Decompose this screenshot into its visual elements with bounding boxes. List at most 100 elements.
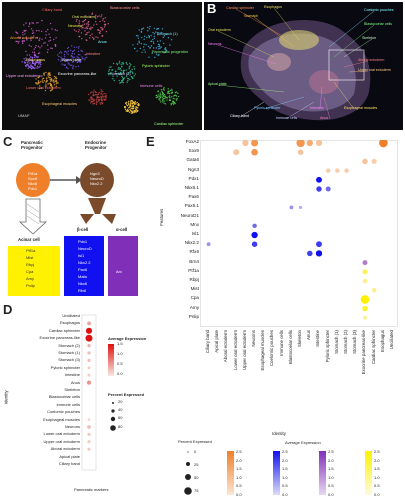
umap-point [87, 25, 89, 27]
umap-point [39, 87, 41, 90]
e-identity-label: Exocrine pancreas-like [361, 330, 367, 375]
umap-point [108, 74, 110, 76]
umap-point [126, 108, 129, 111]
umap-point [131, 71, 134, 73]
umap-cluster-label: Stomach (2) [110, 72, 131, 76]
umap-point [77, 50, 80, 52]
umap-point [160, 46, 162, 48]
umap-point [112, 62, 115, 65]
umap-point [148, 36, 150, 39]
umap-point [54, 43, 56, 46]
e-dot [316, 176, 322, 183]
umap-point [81, 27, 83, 29]
d-identity-label: Immune cells [56, 401, 80, 407]
umap-point [37, 45, 40, 48]
umap-cluster-label: Ciliary band [42, 8, 63, 12]
umap-point [156, 94, 158, 96]
umap-point [142, 27, 145, 29]
embryo-leader-line [253, 16, 295, 48]
umap-point [37, 63, 40, 65]
umap-point [170, 102, 172, 105]
umap-point [147, 30, 149, 32]
umap-point [92, 103, 94, 105]
beta-gene: Nkx6 [78, 281, 88, 286]
umap-point [176, 99, 178, 101]
umap-point [27, 59, 29, 61]
umap-point [40, 63, 42, 66]
umap-point [95, 36, 97, 38]
umap-point [66, 60, 68, 63]
d-dot [87, 351, 91, 355]
umap-point [148, 28, 151, 30]
e-dot [251, 241, 258, 247]
umap-point [173, 95, 175, 97]
umap-point [72, 65, 75, 67]
umap-point [39, 47, 41, 49]
umap-point [148, 35, 151, 38]
umap-point [165, 33, 167, 36]
d-identity-label: Intestine [64, 372, 80, 378]
umap-point [38, 66, 40, 68]
embryo-leader-line [343, 38, 373, 58]
umap-point [164, 51, 167, 53]
umap-point [153, 35, 155, 38]
umap-point [171, 88, 173, 91]
umap-point [156, 40, 159, 42]
umap-point [84, 15, 87, 17]
umap-point [52, 79, 55, 81]
umap-point [131, 68, 133, 71]
acinar-gene: Cpa [26, 269, 34, 274]
umap-point [93, 24, 95, 26]
e-expr-tick: 0.5 [328, 483, 334, 489]
d-dot [87, 358, 91, 363]
umap-point [121, 81, 123, 83]
umap-point [15, 40, 17, 43]
umap-point [168, 92, 171, 95]
umap-point [99, 30, 102, 32]
e-dot [371, 158, 377, 164]
acinar-gene: Mist [26, 255, 34, 260]
umap-point [31, 68, 33, 70]
endocrine-gene: NeuroD [90, 176, 104, 181]
umap-point [174, 94, 176, 96]
umap-point [28, 44, 30, 47]
e-expr-tick: 1.5 [282, 466, 288, 472]
e-dot [206, 242, 211, 247]
umap-point [30, 65, 33, 67]
umap-point [98, 15, 100, 17]
umap-point [131, 106, 133, 108]
umap-point [56, 54, 59, 56]
umap-point [121, 66, 123, 68]
d-dot [87, 343, 91, 348]
umap-point [67, 50, 69, 52]
e-feature-label: FoxA2 [185, 139, 199, 144]
e-dot [371, 287, 377, 293]
d-expr-tick: 0.0 [117, 371, 123, 376]
umap-point [95, 94, 98, 96]
umap-point [73, 46, 76, 48]
umap-point [125, 75, 128, 78]
umap-point [138, 29, 140, 31]
umap-point [31, 36, 33, 38]
embryo-region-label: Stomach [244, 14, 259, 18]
umap-point [71, 52, 74, 55]
e-expr-tick: 1.0 [328, 474, 334, 480]
embryo-leader-line [333, 81, 355, 110]
umap-point [101, 14, 103, 16]
e-expr-tick: 2.0 [374, 457, 380, 463]
umap-point [144, 35, 146, 38]
e-identity-label: Stomach (2) [343, 330, 348, 354]
d-dot [87, 432, 91, 437]
umap-point [130, 63, 132, 66]
umap-point [146, 36, 148, 39]
umap-cluster-label: Esophagus [26, 58, 45, 62]
umap-point [100, 101, 103, 104]
e-expr-tick: 1.0 [374, 474, 380, 480]
umap-point [114, 72, 117, 75]
embryo-leader-line [348, 70, 369, 73]
umap-point [61, 63, 63, 65]
umap-point [170, 39, 173, 41]
e-expr-tick: 2.0 [236, 457, 242, 463]
umap-point [91, 26, 94, 29]
umap-point [72, 67, 74, 70]
